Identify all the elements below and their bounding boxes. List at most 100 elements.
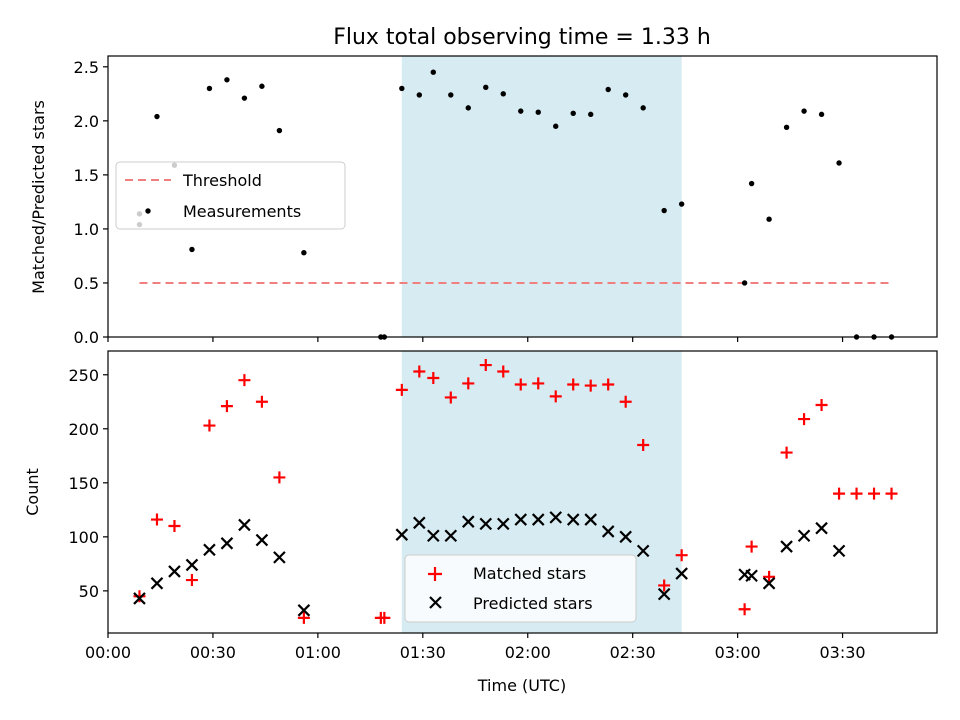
measurement-point <box>399 85 405 92</box>
predicted-star-point <box>273 551 286 564</box>
measurement-point <box>588 111 594 118</box>
y-tick-label: 2.5 <box>74 58 99 77</box>
matched-legend-swatch <box>428 567 442 581</box>
x-tick-label: 00:00 <box>85 643 131 662</box>
x-tick-label: 00:30 <box>190 643 236 662</box>
x-tick-label: 01:30 <box>400 643 446 662</box>
bottom-x-ticks: 00:00 00:30 01:00 01:30 02:00 02:30 03:00 03:30 <box>85 633 866 662</box>
matched-star-point <box>444 391 457 404</box>
top-y-axis-label: Matched/Predicted stars <box>29 100 48 294</box>
predicted-star-point <box>255 533 269 547</box>
bottom-legend: Matched stars Predicted stars <box>404 554 637 623</box>
measurement-point <box>206 85 213 92</box>
x-tick-label: 03:00 <box>715 643 761 662</box>
matched-star-point <box>763 570 776 583</box>
y-tick-label: 200 <box>68 420 99 439</box>
matched-star-point <box>567 378 580 391</box>
top-panel: 0.0 0.5 1.0 1.5 2.0 2.5 Matched/Predicted sta… <box>29 55 938 347</box>
y-tick-label: 2.0 <box>74 112 99 131</box>
measurement-point <box>783 124 790 131</box>
y-tick-label: 0.5 <box>74 274 99 293</box>
predicted-star-point <box>185 558 199 572</box>
measurement-point <box>748 180 755 187</box>
matched-star-point <box>203 419 216 432</box>
top-plot-area <box>136 69 895 340</box>
measurement-point <box>766 216 772 222</box>
observing-window-shade <box>401 56 682 337</box>
measurement-point <box>605 86 611 93</box>
measurement-point <box>483 84 489 91</box>
predicted-star-point <box>496 517 510 531</box>
matched-star-point <box>255 395 268 408</box>
matched-star-point <box>185 574 198 587</box>
x-tick-label: 02:00 <box>505 643 551 662</box>
measurement-point <box>276 127 283 134</box>
bottom-y-ticks: 50 100 150 200 250 <box>68 366 108 601</box>
top-y-ticks: 0.0 0.5 1.0 1.5 2.0 2.5 <box>74 58 108 347</box>
measurement-point <box>741 280 748 286</box>
measurement-point <box>535 109 541 115</box>
predicted-star-point <box>745 569 758 583</box>
matched-star-point <box>479 359 492 372</box>
matched-star-point <box>868 487 881 500</box>
predicted-star-point <box>514 513 528 526</box>
predicted-star-point <box>168 565 181 578</box>
matched-star-point <box>584 379 597 392</box>
x-tick-label: 02:30 <box>610 643 656 662</box>
measurement-point <box>465 105 471 111</box>
measurement-point <box>430 69 437 75</box>
predicted-legend-swatch <box>429 596 442 609</box>
matched-star-point <box>833 487 846 500</box>
predicted-star-point <box>133 592 146 605</box>
predicted-star-point <box>238 518 251 532</box>
predicted-star-point <box>297 604 311 617</box>
matched-star-point <box>462 377 475 390</box>
predicted-star-point <box>150 577 164 590</box>
measurement-point <box>241 95 248 101</box>
measurement-point <box>301 250 307 256</box>
bottom-y-axis-label: Count <box>23 468 42 516</box>
predicted-star-point <box>566 513 580 526</box>
predicted-star-point <box>444 529 458 543</box>
matched-star-point <box>532 377 545 390</box>
predicted-star-point <box>220 537 234 550</box>
predicted-star-point <box>797 529 811 543</box>
measurement-point <box>801 108 807 114</box>
predicted-star-point <box>531 513 545 526</box>
bottom-axes-frame <box>107 350 938 634</box>
measurement-point <box>448 92 454 98</box>
matched-star-point <box>815 399 828 412</box>
y-tick-label: 1.0 <box>74 220 99 239</box>
y-tick-label: 250 <box>68 366 99 385</box>
chart-title: Flux total observing time = 1.33 h <box>333 25 711 50</box>
measurement-point <box>818 111 825 118</box>
matched-star-point <box>413 365 426 378</box>
top-axes-frame <box>107 55 938 338</box>
matched-star-point <box>549 390 562 403</box>
matched-star-point <box>273 471 286 484</box>
matched-star-point <box>850 487 863 500</box>
matched-star-point <box>514 378 527 391</box>
matched-star-point <box>238 374 251 387</box>
predicted-star-point <box>203 543 216 557</box>
x-tick-label: 01:00 <box>295 643 341 662</box>
measurement-point <box>189 246 195 253</box>
predicted-star-point <box>675 567 688 580</box>
predicted-star-point <box>395 528 409 541</box>
matched-star-point <box>427 372 440 385</box>
y-tick-label: 100 <box>68 528 99 547</box>
predicted-star-point <box>549 511 563 524</box>
predicted-star-point <box>584 513 597 526</box>
matched-star-point <box>885 487 898 500</box>
measurement-point <box>622 92 629 98</box>
predicted-star-point <box>762 577 776 590</box>
matched-star-point <box>378 611 391 624</box>
matched-star-point <box>602 378 615 391</box>
matched-star-point <box>619 395 632 408</box>
measurement-point <box>500 91 506 97</box>
predicted-star-point <box>636 544 650 558</box>
measurement-point <box>553 123 559 129</box>
measurement-point <box>416 92 423 98</box>
top-legend: Threshold Measurements <box>115 161 346 230</box>
